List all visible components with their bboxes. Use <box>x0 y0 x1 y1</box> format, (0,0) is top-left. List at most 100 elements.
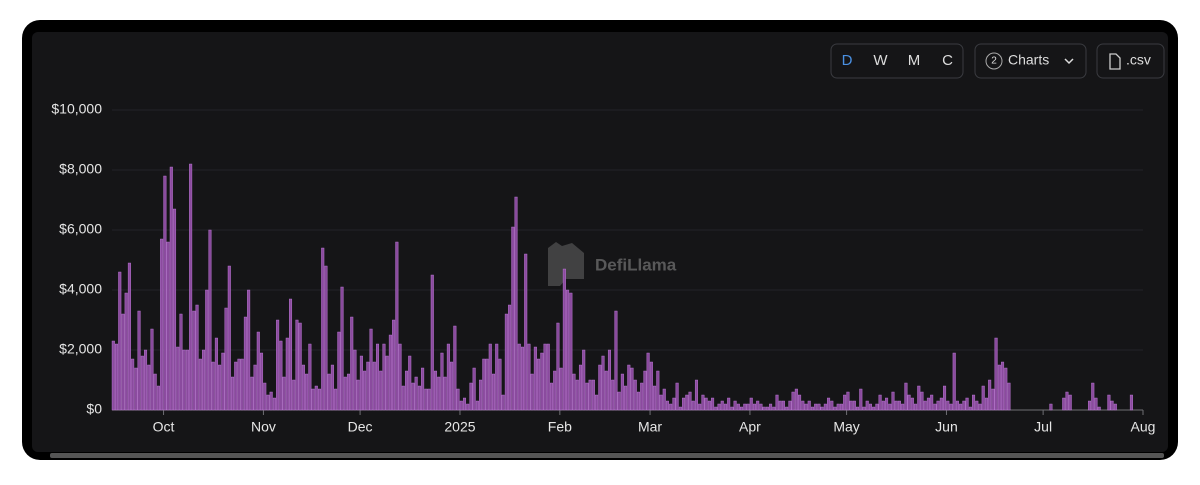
bar <box>807 400 811 411</box>
bar <box>836 403 840 411</box>
bar <box>598 364 602 411</box>
bar <box>549 382 553 411</box>
bar <box>498 358 502 411</box>
file-icon <box>1109 53 1121 70</box>
bar <box>852 400 856 411</box>
bar <box>926 397 930 411</box>
bar <box>537 358 541 411</box>
bar <box>195 304 199 411</box>
bar <box>765 406 769 411</box>
period-button[interactable]: W <box>873 52 888 69</box>
bar <box>627 364 631 411</box>
bar <box>256 331 260 411</box>
bar <box>366 361 370 411</box>
bar <box>1110 400 1114 411</box>
bar <box>1062 397 1066 411</box>
bar <box>192 310 196 411</box>
bar <box>749 397 753 411</box>
bar <box>801 400 805 411</box>
bar <box>743 403 747 411</box>
bar <box>147 364 151 411</box>
scrollbar[interactable] <box>50 453 1164 458</box>
bar <box>775 394 779 411</box>
bar <box>975 400 979 411</box>
bar <box>736 403 740 411</box>
bar <box>827 397 831 411</box>
bar <box>633 379 637 411</box>
bar <box>382 343 386 411</box>
period-button[interactable]: D <box>842 52 853 69</box>
bar <box>504 313 508 411</box>
bar <box>946 400 950 411</box>
bar <box>375 343 380 411</box>
bar <box>466 403 470 411</box>
bar <box>134 367 138 411</box>
bar <box>881 400 885 411</box>
bar <box>1001 361 1005 411</box>
bar <box>450 361 454 411</box>
bar <box>482 358 486 411</box>
bar <box>372 361 376 411</box>
bar <box>546 343 550 411</box>
bar <box>453 325 457 411</box>
bar <box>321 247 325 411</box>
bar <box>614 310 618 411</box>
bar <box>121 313 125 411</box>
bar <box>369 328 373 411</box>
bar <box>740 406 744 411</box>
bar <box>337 331 341 411</box>
bar <box>279 340 283 411</box>
charts-count-badge <box>985 52 1003 70</box>
bar <box>649 361 653 411</box>
bar <box>508 304 512 411</box>
bar <box>678 406 682 411</box>
bar <box>1088 400 1092 411</box>
bar <box>527 343 531 411</box>
bar <box>1091 382 1095 411</box>
bar <box>247 289 251 411</box>
csv-button[interactable] <box>1096 43 1165 79</box>
bar <box>392 319 396 411</box>
bar <box>388 334 392 411</box>
bar <box>846 391 850 411</box>
bar <box>385 355 389 411</box>
bar <box>620 373 624 411</box>
bar <box>1007 382 1011 411</box>
charts-button[interactable] <box>974 43 1087 79</box>
bar <box>533 346 537 411</box>
bar <box>904 382 908 411</box>
bar <box>988 379 992 411</box>
bar <box>943 385 947 411</box>
bar <box>440 352 444 411</box>
bar <box>417 385 421 411</box>
bar <box>585 382 589 411</box>
bar <box>794 388 798 411</box>
bar <box>163 175 167 411</box>
bar <box>253 364 257 411</box>
bar <box>910 397 914 411</box>
bar <box>111 340 115 411</box>
bar <box>488 343 492 411</box>
bar <box>781 400 785 411</box>
bar <box>118 271 122 411</box>
bar <box>962 400 966 411</box>
bar <box>939 397 943 411</box>
bar <box>243 316 247 411</box>
x-tick-label: Dec <box>348 419 373 435</box>
bar <box>949 403 953 411</box>
period-button[interactable]: M <box>908 52 921 69</box>
bar <box>379 370 383 411</box>
bar <box>234 361 238 411</box>
bar <box>804 403 808 411</box>
bar <box>285 337 289 411</box>
period-button[interactable]: C <box>942 52 953 69</box>
bar <box>1094 397 1098 411</box>
bar <box>1107 394 1111 411</box>
bar <box>314 385 318 411</box>
bar <box>653 385 657 411</box>
bar <box>859 388 863 411</box>
y-tick-label: $0 <box>86 401 102 417</box>
bar <box>198 358 202 411</box>
bar <box>820 406 824 411</box>
bar <box>659 394 663 411</box>
